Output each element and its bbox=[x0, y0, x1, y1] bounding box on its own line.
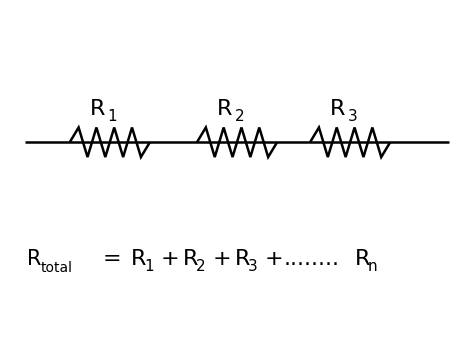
Text: +: + bbox=[212, 248, 231, 268]
Text: R: R bbox=[90, 99, 105, 119]
Text: ........: ........ bbox=[284, 248, 340, 268]
Text: R: R bbox=[183, 248, 198, 268]
Text: 1: 1 bbox=[144, 259, 154, 274]
Text: 1: 1 bbox=[108, 109, 117, 124]
Text: 3: 3 bbox=[248, 259, 257, 274]
Text: 3: 3 bbox=[348, 109, 357, 124]
Text: R: R bbox=[235, 248, 250, 268]
Text: R: R bbox=[217, 99, 232, 119]
Text: 2: 2 bbox=[196, 259, 206, 274]
Text: R: R bbox=[355, 248, 370, 268]
Text: R: R bbox=[27, 248, 42, 268]
Text: +: + bbox=[264, 248, 283, 268]
Text: R: R bbox=[131, 248, 146, 268]
Text: =: = bbox=[103, 248, 121, 268]
Text: +: + bbox=[161, 248, 179, 268]
Text: n: n bbox=[368, 259, 378, 274]
Text: 2: 2 bbox=[235, 109, 244, 124]
Text: total: total bbox=[40, 261, 73, 275]
Text: R: R bbox=[330, 99, 346, 119]
